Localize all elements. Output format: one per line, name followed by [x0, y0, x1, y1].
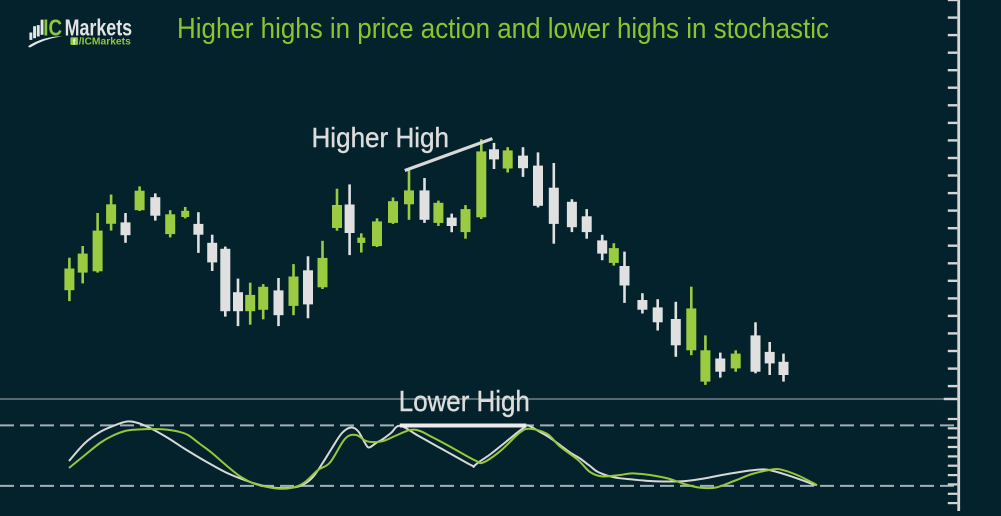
- svg-text:Higher highs in price action a: Higher highs in price action and lower h…: [177, 13, 829, 45]
- svg-text:Markets: Markets: [65, 14, 133, 40]
- svg-text:Higher High: Higher High: [312, 122, 450, 153]
- svg-text:IC: IC: [43, 14, 62, 40]
- svg-text:Lower High: Lower High: [399, 386, 530, 418]
- svg-text:/ICMarkets: /ICMarkets: [79, 36, 132, 47]
- svg-text:f: f: [73, 37, 76, 46]
